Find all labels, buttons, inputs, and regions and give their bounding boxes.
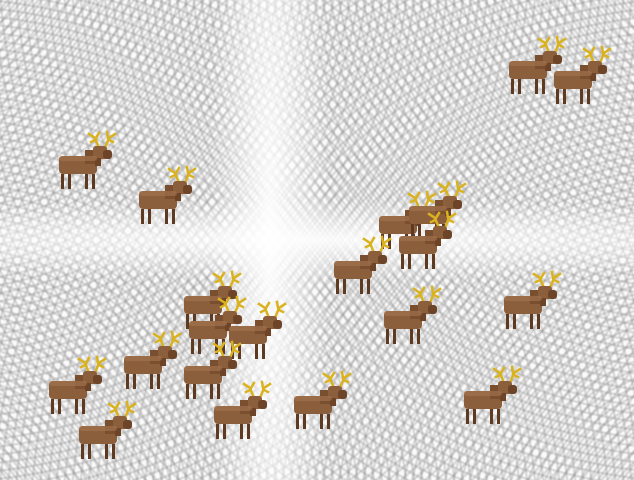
moose: [462, 365, 522, 426]
moose: [47, 355, 107, 416]
moose: [502, 270, 562, 331]
moose: [57, 130, 117, 191]
moose: [292, 370, 352, 431]
moose: [122, 330, 182, 391]
moose: [552, 45, 612, 106]
moose: [382, 285, 442, 346]
moose: [137, 165, 197, 226]
moose: [212, 380, 272, 441]
moose: [77, 400, 137, 461]
